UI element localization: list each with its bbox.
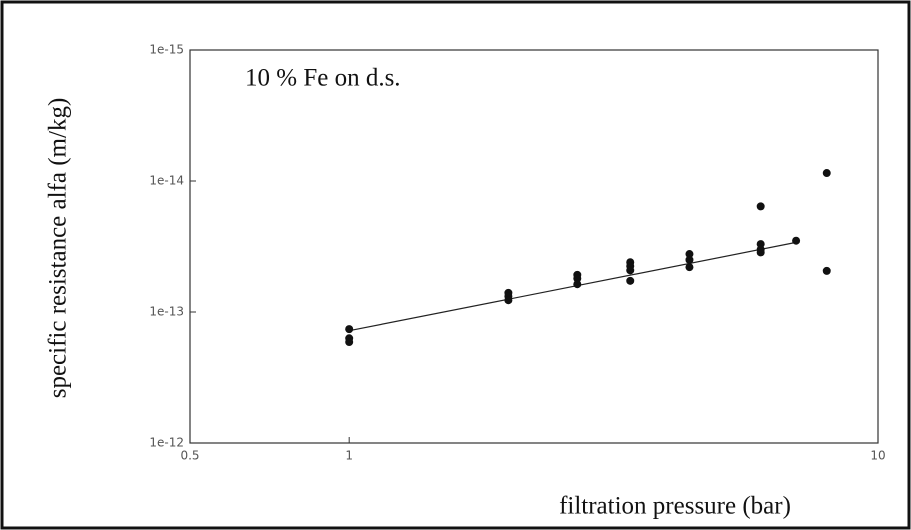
annotation: 10 % Fe on d.s. xyxy=(245,65,401,92)
y-tick-label: 1e-15 xyxy=(149,43,184,57)
fit-line xyxy=(349,241,797,332)
x-tick-label: 10 xyxy=(870,449,885,463)
y-tick-label: 1e-12 xyxy=(149,436,184,450)
y-tick-label: 1e-13 xyxy=(149,305,184,319)
point xyxy=(822,266,831,275)
point xyxy=(573,280,582,289)
point xyxy=(345,325,354,334)
point xyxy=(792,236,801,245)
x-tick-label: 1 xyxy=(345,449,353,463)
point xyxy=(756,202,765,211)
point xyxy=(822,169,831,178)
point xyxy=(685,255,694,264)
point xyxy=(626,276,635,285)
point xyxy=(685,263,694,272)
y-tick-label: 1e-14 xyxy=(149,174,184,188)
point xyxy=(345,338,354,347)
point xyxy=(756,248,765,257)
point xyxy=(504,296,513,305)
point xyxy=(685,250,694,259)
point xyxy=(573,274,582,283)
x-axis-label: filtration pressure (bar) xyxy=(559,493,791,520)
y-axis-label: specific resistance alfa (m/kg) xyxy=(45,98,72,399)
x-tick-label: 0.5 xyxy=(180,449,199,463)
plot-area xyxy=(189,49,879,444)
point xyxy=(626,266,635,275)
